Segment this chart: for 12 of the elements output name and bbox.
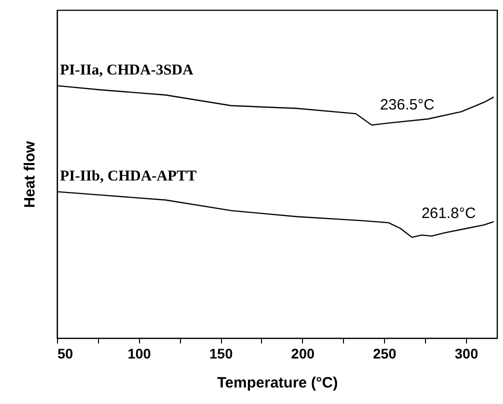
series-label: PI-IIa, CHDA-3SDA [60,62,194,79]
x-tick-label: 250 [372,346,397,362]
annotation: 236.5°C [380,96,435,114]
x-tick-label: 100 [128,346,152,362]
annotation: 261.8°C [421,204,476,222]
x-tick-label: 300 [454,346,478,362]
y-axis-title: Heat flow [22,140,38,208]
x-axis-title: Temperature (°C) [217,374,338,392]
x-tick-label: 50 [58,346,74,362]
x-tick-label: 200 [291,346,315,362]
x-tick-label: 150 [209,346,233,362]
series-label: PI-IIb, CHDA-APTT [60,168,197,185]
